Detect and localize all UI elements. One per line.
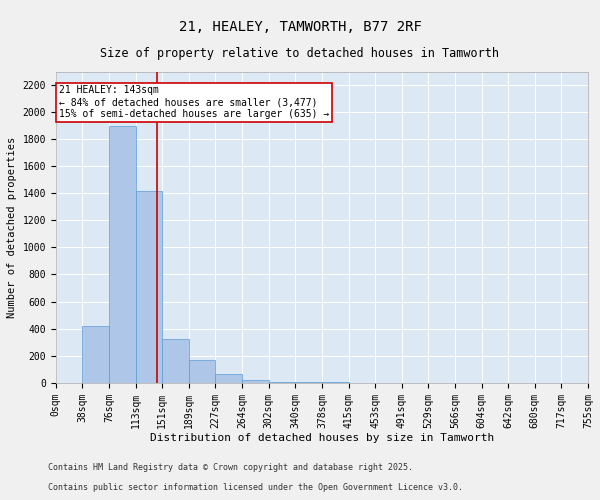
Y-axis label: Number of detached properties: Number of detached properties [7, 136, 17, 318]
Bar [242, 380, 269, 382]
Text: Contains public sector information licensed under the Open Government Licence v3: Contains public sector information licen… [48, 484, 463, 492]
Text: Size of property relative to detached houses in Tamworth: Size of property relative to detached ho… [101, 48, 499, 60]
Bar [189, 360, 215, 382]
Bar [109, 126, 136, 382]
X-axis label: Distribution of detached houses by size in Tamworth: Distribution of detached houses by size … [150, 433, 494, 443]
Bar [82, 326, 109, 382]
Bar [215, 374, 242, 382]
Bar [162, 340, 189, 382]
Text: Contains HM Land Registry data © Crown copyright and database right 2025.: Contains HM Land Registry data © Crown c… [48, 464, 413, 472]
Text: 21 HEALEY: 143sqm
← 84% of detached houses are smaller (3,477)
15% of semi-detac: 21 HEALEY: 143sqm ← 84% of detached hous… [59, 86, 329, 118]
Text: 21, HEALEY, TAMWORTH, B77 2RF: 21, HEALEY, TAMWORTH, B77 2RF [179, 20, 421, 34]
Bar [136, 191, 162, 382]
